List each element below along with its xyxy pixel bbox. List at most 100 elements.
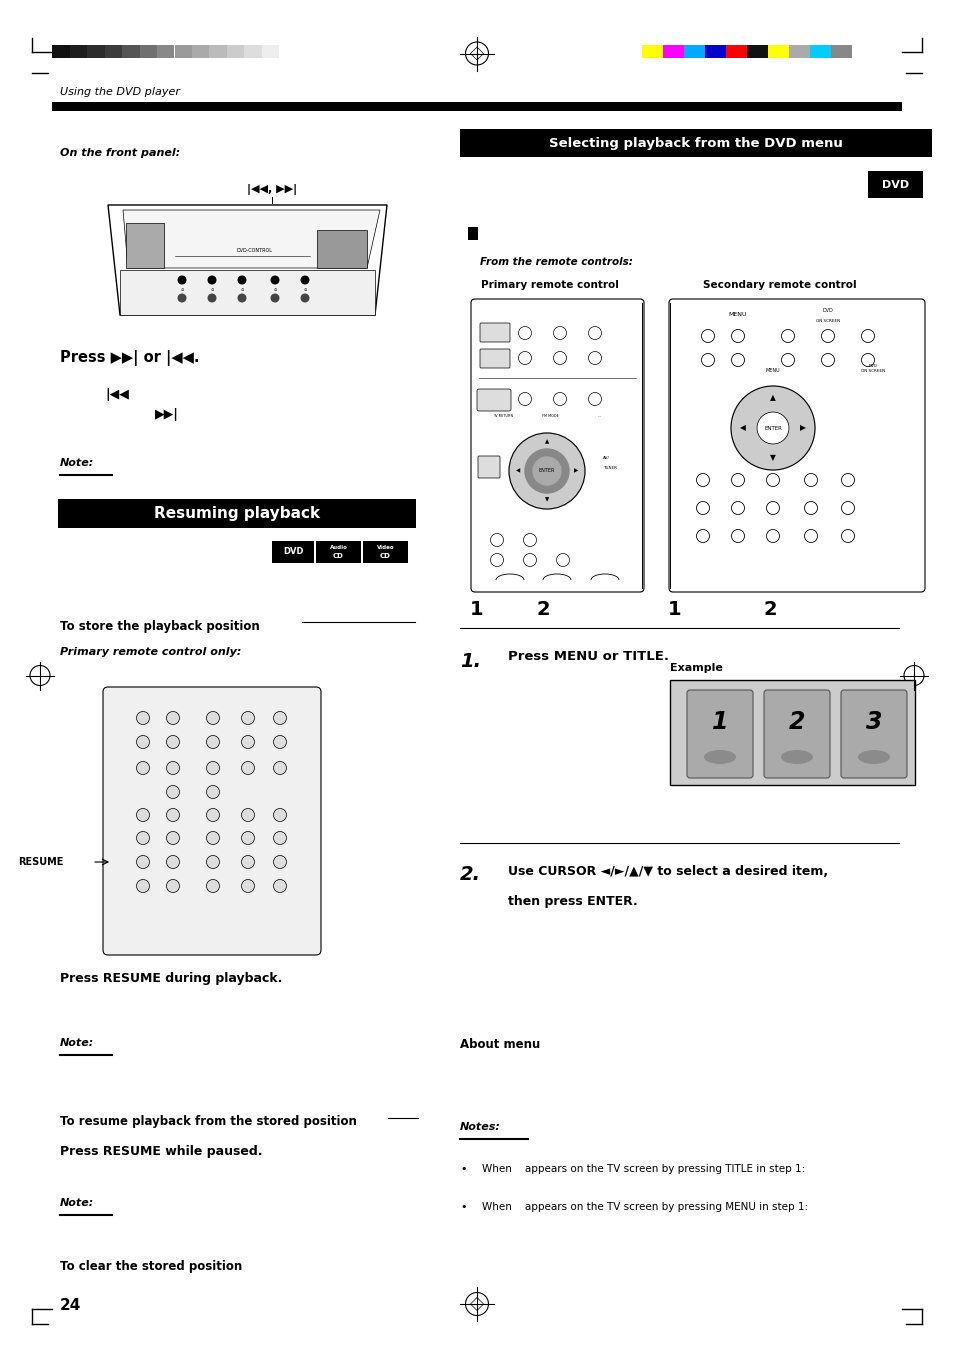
Circle shape — [524, 449, 568, 493]
Circle shape — [136, 762, 150, 774]
Bar — [87, 45, 105, 58]
Text: 2: 2 — [762, 600, 776, 619]
Text: ▼: ▼ — [769, 454, 775, 462]
Text: Press RESUME while paused.: Press RESUME while paused. — [60, 1146, 262, 1158]
Text: ▶▶|: ▶▶| — [154, 408, 179, 422]
Circle shape — [206, 880, 219, 893]
Text: Note:: Note: — [60, 1198, 94, 1208]
Circle shape — [588, 393, 601, 405]
Text: When    appears on the TV screen by pressing TITLE in step 1:: When appears on the TV screen by pressin… — [481, 1165, 804, 1174]
Bar — [120, 270, 375, 315]
Bar — [704, 45, 725, 58]
Circle shape — [533, 457, 560, 485]
FancyBboxPatch shape — [476, 389, 511, 411]
Text: ▲: ▲ — [544, 439, 549, 444]
Text: ENTER: ENTER — [538, 469, 555, 473]
Circle shape — [731, 354, 743, 366]
Circle shape — [241, 735, 254, 748]
Text: On the front panel:: On the front panel: — [60, 149, 180, 158]
Text: 24: 24 — [60, 1298, 81, 1313]
Circle shape — [841, 473, 854, 486]
Circle shape — [167, 712, 179, 724]
Text: About menu: About menu — [459, 1038, 539, 1051]
Circle shape — [167, 785, 179, 798]
Bar — [662, 45, 683, 58]
Circle shape — [700, 354, 714, 366]
FancyBboxPatch shape — [841, 690, 906, 778]
Circle shape — [274, 762, 286, 774]
Circle shape — [781, 354, 794, 366]
Circle shape — [765, 501, 779, 515]
Text: RESUME: RESUME — [18, 857, 63, 867]
Text: TUNER: TUNER — [602, 466, 617, 470]
Bar — [227, 45, 244, 58]
Bar — [58, 499, 416, 528]
Circle shape — [553, 351, 566, 365]
Circle shape — [523, 534, 536, 547]
Circle shape — [167, 855, 179, 869]
Circle shape — [556, 554, 569, 566]
Text: Audio: Audio — [329, 544, 347, 550]
Text: ENTER: ENTER — [763, 426, 781, 431]
Text: Video: Video — [376, 544, 394, 550]
Ellipse shape — [703, 750, 735, 765]
Circle shape — [167, 735, 179, 748]
Bar — [468, 227, 477, 240]
Bar — [788, 45, 809, 58]
Text: DVD: DVD — [821, 308, 833, 313]
Circle shape — [861, 330, 874, 343]
Polygon shape — [108, 205, 387, 315]
Text: Secondary remote control: Secondary remote control — [702, 280, 856, 290]
Circle shape — [803, 530, 817, 543]
Circle shape — [490, 534, 503, 547]
Circle shape — [206, 762, 219, 774]
Bar — [174, 45, 192, 58]
Text: ⊙: ⊙ — [240, 288, 244, 292]
Circle shape — [781, 330, 794, 343]
Bar — [809, 45, 830, 58]
Circle shape — [136, 855, 150, 869]
Text: ▶: ▶ — [800, 423, 805, 432]
Circle shape — [841, 530, 854, 543]
Text: ⊙: ⊙ — [273, 288, 276, 292]
Bar — [105, 45, 122, 58]
Bar — [315, 540, 360, 563]
Bar — [830, 45, 851, 58]
Text: FM MODE: FM MODE — [541, 413, 558, 417]
Circle shape — [241, 712, 254, 724]
Text: Note:: Note: — [60, 1038, 94, 1048]
Circle shape — [553, 393, 566, 405]
Circle shape — [700, 330, 714, 343]
Text: Use CURSOR ◄/►/▲/▼ to select a desired item,: Use CURSOR ◄/►/▲/▼ to select a desired i… — [507, 865, 827, 878]
Circle shape — [274, 808, 286, 821]
Circle shape — [241, 808, 254, 821]
Circle shape — [765, 530, 779, 543]
Circle shape — [803, 501, 817, 515]
Bar — [279, 45, 296, 58]
Circle shape — [208, 295, 215, 301]
Circle shape — [136, 735, 150, 748]
FancyBboxPatch shape — [479, 323, 510, 342]
Text: |◀◀: |◀◀ — [105, 388, 129, 401]
FancyBboxPatch shape — [479, 349, 510, 367]
Text: ---: --- — [598, 413, 601, 417]
Text: ▲: ▲ — [769, 393, 775, 403]
Circle shape — [206, 735, 219, 748]
Circle shape — [136, 808, 150, 821]
Text: ◀: ◀ — [740, 423, 745, 432]
Circle shape — [765, 473, 779, 486]
Polygon shape — [123, 209, 379, 267]
Circle shape — [271, 276, 278, 284]
Text: CD: CD — [379, 554, 391, 559]
Text: Using the DVD player: Using the DVD player — [60, 86, 180, 97]
Text: 1: 1 — [711, 709, 727, 734]
Circle shape — [274, 855, 286, 869]
Bar — [52, 101, 901, 111]
Text: When    appears on the TV screen by pressing MENU in step 1:: When appears on the TV screen by pressin… — [481, 1202, 807, 1212]
Circle shape — [136, 712, 150, 724]
Text: ⊙: ⊙ — [210, 288, 213, 292]
Circle shape — [238, 295, 246, 301]
Bar — [139, 45, 157, 58]
Circle shape — [696, 501, 709, 515]
Text: •: • — [459, 1165, 466, 1174]
